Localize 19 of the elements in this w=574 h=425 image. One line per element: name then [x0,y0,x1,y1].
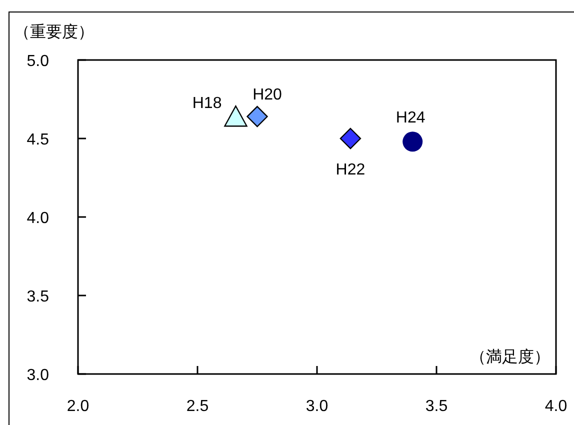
x-tick-label: 4.0 [544,398,568,415]
series-label: H24 [396,110,426,127]
y-tick-label: 3.5 [26,288,50,306]
series-label: H22 [336,162,366,178]
series-label: H18 [192,95,222,112]
y-tick-label: 5.0 [26,53,50,70]
series-label: H20 [252,86,282,104]
x-tick-label: 2.0 [66,398,90,415]
x-tick-label: 3.5 [425,398,448,415]
x-tick-label: 2.5 [186,398,209,415]
point [246,106,268,128]
y-tick-label: 4.0 [26,210,50,227]
point [402,132,423,152]
x-axis-title: （満足度） [470,348,550,366]
point [340,128,362,150]
y-tick-label: 4.5 [26,132,50,148]
y-tick-label: 3.0 [26,367,50,384]
y-axis-title: （重要度） [14,23,94,41]
x-tick-label: 3.0 [306,398,328,415]
